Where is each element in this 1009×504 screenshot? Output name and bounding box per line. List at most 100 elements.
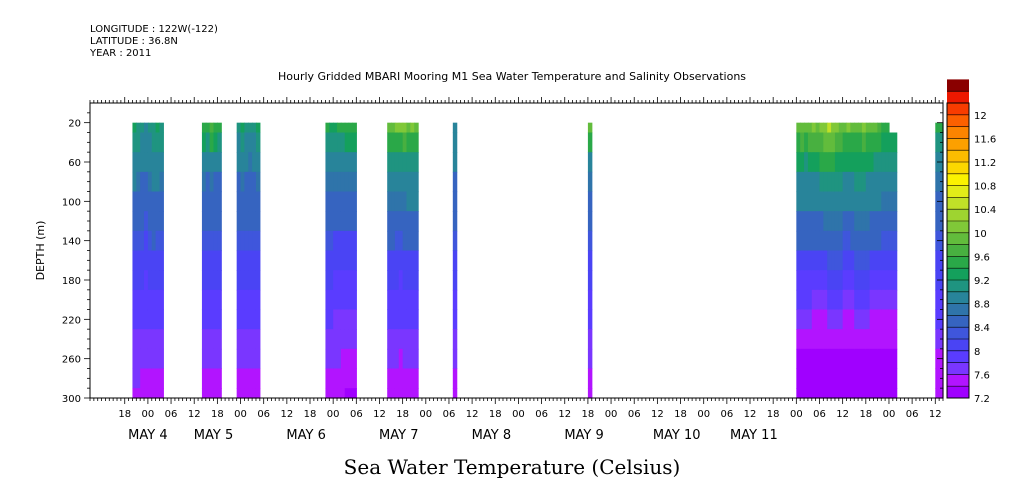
temperature-cell [796,132,801,153]
x-day-label: MAY 8 [472,428,511,443]
temperature-cell [398,132,404,153]
temperature-cell [236,122,242,134]
temperature-cell [881,388,886,399]
temperature-cell [823,122,828,134]
temperature-cell [807,250,813,271]
temperature-cell [410,270,415,291]
temperature-cell [348,152,354,173]
temperature-cell [217,132,222,153]
temperature-cell [406,230,411,252]
temperature-cell [387,122,392,134]
temperature-cell [834,191,840,212]
temperature-cell [329,368,334,389]
temperature-cell [244,211,249,232]
temperature-cell [846,171,851,193]
temperature-cell [587,250,593,271]
temperature-cell [587,388,593,399]
temperature-cell [827,270,832,291]
temperature-cell [248,329,253,350]
temperature-cell [151,388,157,399]
temperature-cell [834,289,840,311]
temperature-cell [144,289,149,311]
colorbar-swatch [947,79,969,92]
temperature-cell [796,309,801,330]
temperature-cell [823,152,828,173]
temperature-cell [410,309,415,330]
x-tick-label: 00 [327,409,340,420]
temperature-cell [344,171,350,193]
temperature-cell [398,329,404,350]
temperature-cell [854,250,859,271]
temperature-cell [587,348,593,370]
temperature-cell [885,289,890,311]
temperature-cell [800,122,805,134]
colorbar-swatch [947,362,969,375]
colorbar-swatch [947,91,969,104]
x-day-label: MAY 4 [128,428,167,443]
temperature-cell [325,211,330,232]
temperature-cell [217,250,222,271]
temperature-cell [352,329,357,350]
temperature-cell [858,191,863,212]
temperature-cell [151,329,157,350]
temperature-cell [935,368,940,389]
temperature-cell [236,289,242,311]
temperature-cell [144,132,149,153]
temperature-cell [213,171,218,193]
temperature-cell [823,171,828,193]
temperature-cell [248,368,253,389]
temperature-cell [348,191,354,212]
temperature-cell [140,388,145,399]
temperature-cell [881,309,886,330]
temperature-cell [333,152,338,173]
temperature-cell [800,329,805,350]
temperature-cell [414,122,419,134]
temperature-cell [869,348,875,370]
temperature-cell [329,250,334,271]
temperature-cell [819,191,824,212]
temperature-cell [147,329,153,350]
temperature-cell [869,230,875,252]
temperature-cells [132,122,944,399]
temperature-cell [140,152,145,173]
temperature-cell [255,289,261,311]
temperature-cell [819,270,824,291]
temperature-cell [815,132,821,153]
temperature-cell [873,122,878,134]
temperature-cell [452,289,458,311]
y-tick-label: 60 [68,158,81,169]
temperature-cell [252,309,257,330]
temperature-cell [394,211,400,232]
temperature-cell [240,122,245,134]
temperature-cell [333,250,338,271]
colorbar-swatch [947,350,969,364]
temperature-cell [865,132,871,153]
temperature-cell [255,388,261,399]
temperature-cell [881,122,886,134]
temperature-cell [209,348,215,370]
temperature-cell [850,388,855,399]
temperature-cell [842,230,848,252]
temperature-cell [881,250,886,271]
x-tick-label: 12 [280,409,293,420]
temperature-cell [815,230,821,252]
temperature-cell [387,230,392,252]
temperature-cell [387,250,392,271]
temperature-cell [348,250,354,271]
temperature-cell [885,348,890,370]
temperature-cell [155,329,161,350]
x-tick-label: 00 [419,409,432,420]
colorbar-swatch [947,185,969,198]
temperature-cell [352,388,357,399]
temperature-cell [151,250,157,271]
temperature-cell [892,171,898,193]
temperature-cell [587,191,593,212]
temperature-cell [240,348,245,370]
temperature-cell [236,250,242,271]
temperature-cell [147,211,153,232]
temperature-cell [155,368,161,389]
temperature-cell [252,388,257,399]
x-tick-label: 18 [674,409,687,420]
temperature-cell [406,132,411,153]
temperature-cell [873,309,878,330]
